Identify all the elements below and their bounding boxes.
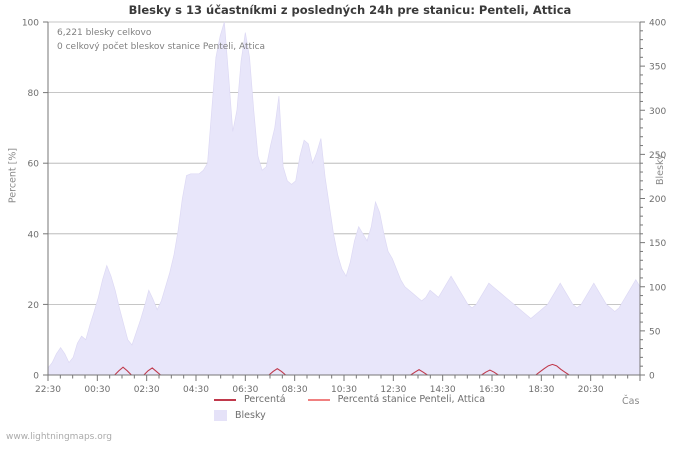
x-axis-ticklabel-2230: 22:30	[35, 385, 61, 395]
legend-label-percenta: Percentá	[244, 394, 286, 405]
x-axis-ticklabel-0030: 00:30	[84, 385, 110, 395]
x-axis-label: Čas	[622, 396, 640, 407]
x-axis-ticklabel-0630: 06:30	[232, 385, 258, 395]
y-axis-right-label: Blesky	[655, 154, 666, 185]
x-axis-ticklabel-1430: 14:30	[430, 385, 456, 395]
legend-label-blesky: Blesky	[235, 410, 266, 421]
x-axis-ticklabel-2030: 20:30	[578, 385, 604, 395]
annotation-total-strikes: 6,221 blesky celkovo	[57, 28, 152, 38]
legend-area-swatch-blesky	[214, 410, 227, 421]
legend-item-percenta[interactable]: Percentá	[214, 394, 286, 405]
y-axis-right-ticklabel-50: 50	[649, 327, 661, 337]
y-axis-left-ticklabel-0: 0	[33, 372, 39, 382]
y-axis-right-ticklabel-150: 150	[649, 239, 666, 249]
page-title: Blesky s 13 účastníkmi z posledných 24h …	[128, 3, 572, 17]
legend-item-percenta-stanice[interactable]: Percentá stanice Penteli, Attica	[307, 394, 486, 405]
x-axis-ticklabel-1030: 10:30	[331, 385, 357, 395]
legend-line-swatch-percenta	[214, 398, 236, 401]
y-axis-right-ticklabel-300: 300	[649, 107, 666, 117]
x-axis-ticklabel-1830: 18:30	[528, 385, 554, 395]
legend-line-swatch-percenta-stanice	[307, 398, 330, 401]
y-axis-right-ticklabel-250: 250	[649, 151, 666, 161]
footer-site-url: www.lightningmaps.org	[6, 432, 112, 442]
legend-label-percenta-stanice: Percentá stanice Penteli, Attica	[337, 394, 486, 405]
legend-row-area: Blesky	[214, 410, 288, 421]
annotation-station-strikes: 0 celkový počet bleskov stanice Penteli,…	[57, 42, 266, 52]
y-axis-right-ticklabel-0: 0	[649, 372, 655, 382]
x-axis-ticklabel-0430: 04:30	[183, 385, 209, 395]
x-axis-ticklabel-0230: 02:30	[134, 385, 160, 395]
x-axis-ticklabel-0830: 08:30	[282, 385, 308, 395]
series-area-blesky	[47, 21, 641, 376]
y-axis-left-ticklabel-40: 40	[28, 230, 40, 240]
legend-row-lines: Percentá Percentá stanice Penteli, Attic…	[214, 394, 507, 405]
y-axis-left-ticklabel-20: 20	[28, 301, 40, 311]
x-axis-ticklabel-1630: 16:30	[479, 385, 505, 395]
legend-item-blesky[interactable]: Blesky	[214, 410, 266, 421]
x-axis-ticklabel-1230: 12:30	[380, 385, 406, 395]
y-axis-left-ticklabel-60: 60	[28, 160, 40, 170]
y-axis-left-ticklabel-80: 80	[28, 89, 40, 99]
y-axis-right-ticklabel-100: 100	[649, 283, 666, 293]
chart-legend: Percentá Percentá stanice Penteli, Attic…	[0, 392, 700, 428]
y-axis-right-ticklabel-200: 200	[649, 195, 666, 205]
y-axis-left-ticklabel-100: 100	[22, 19, 39, 29]
y-axis-right-ticklabel-350: 350	[649, 63, 666, 73]
y-axis-right-ticklabel-400: 400	[649, 19, 666, 29]
y-axis-left-label: Percent [%]	[7, 147, 19, 204]
